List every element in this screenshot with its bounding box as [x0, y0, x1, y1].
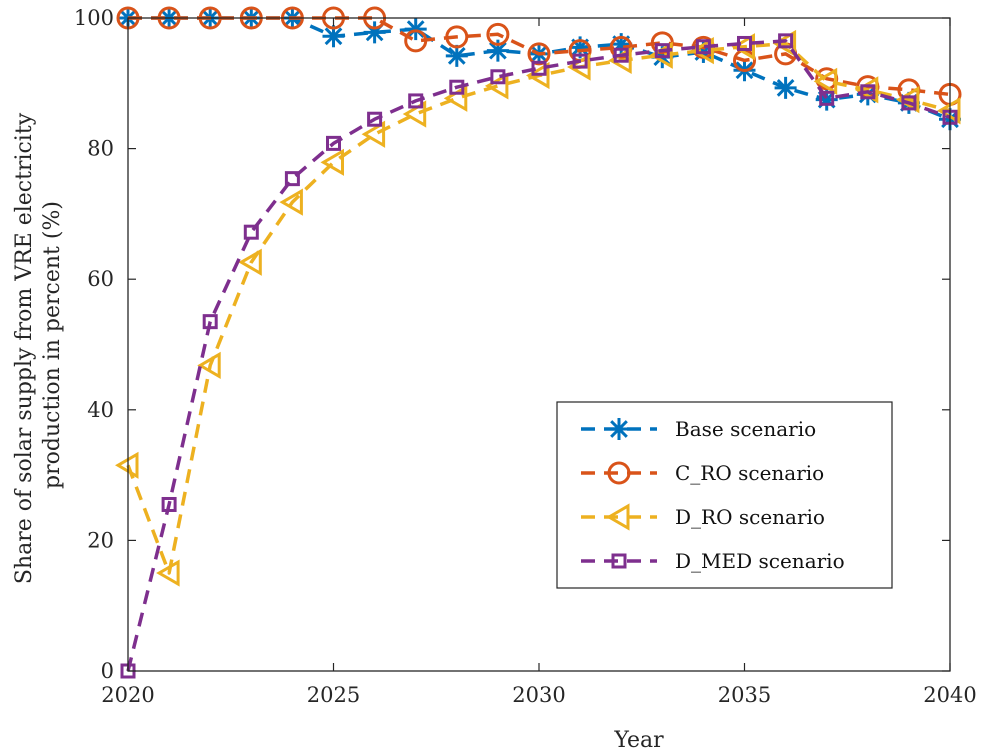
legend-entry: C_RO scenario	[581, 461, 824, 485]
legend-marker	[611, 553, 627, 569]
data-point	[531, 60, 547, 76]
series-3	[120, 33, 958, 679]
data-point	[813, 67, 838, 95]
y-tick-label: 20	[87, 528, 114, 552]
data-point	[901, 95, 917, 111]
legend-label: C_RO scenario	[675, 461, 824, 485]
legend-marker	[608, 418, 630, 440]
data-point	[895, 86, 920, 114]
series-line	[126, 39, 951, 672]
data-point	[367, 111, 383, 127]
data-point	[526, 61, 550, 90]
data-point	[572, 53, 588, 69]
data-point	[445, 44, 468, 67]
data-point	[445, 25, 469, 49]
data-point	[484, 72, 509, 100]
data-point	[490, 69, 506, 85]
data-point	[279, 188, 303, 216]
y-axis: 0 20 40 60 80 100	[74, 6, 950, 683]
y-tick-label: 80	[87, 137, 114, 161]
y-axis-title-line-1: Share of solar supply from VRE electrici…	[12, 112, 37, 584]
data-point	[860, 84, 876, 100]
legend-marker	[607, 461, 631, 485]
legend-marker	[606, 503, 630, 531]
y-axis-title: Share of solar supply from VRE electrici…	[12, 106, 65, 584]
legend-entry: Base scenario	[581, 417, 816, 441]
data-point	[408, 93, 424, 109]
data-point	[404, 18, 427, 41]
x-axis: 2020 2025 2030 2035 2040	[101, 18, 977, 707]
x-tick-label: 2030	[512, 683, 565, 707]
y-tick-label: 0	[101, 659, 114, 683]
legend: Base scenario C_RO scenario D_RO scenario D…	[556, 401, 893, 589]
data-point	[654, 43, 670, 59]
data-point	[486, 22, 510, 46]
data-point	[772, 29, 797, 58]
data-point	[161, 496, 177, 512]
data-point	[320, 148, 344, 176]
data-point	[778, 33, 794, 49]
data-point	[737, 35, 752, 51]
data-point	[449, 79, 465, 95]
data-point	[197, 351, 221, 379]
data-point	[613, 47, 629, 63]
data-point	[404, 29, 428, 53]
series-layer	[115, 6, 962, 679]
data-point	[202, 314, 218, 330]
data-point	[243, 224, 259, 240]
data-point	[774, 76, 797, 99]
y-tick-label: 60	[87, 267, 114, 291]
x-tick-label: 2040	[923, 683, 976, 707]
x-tick-label: 2025	[307, 683, 360, 707]
legend-label: D_MED scenario	[675, 549, 845, 573]
data-point	[326, 135, 341, 151]
legend-entry: D_RO scenario	[581, 503, 825, 531]
x-tick-label: 2035	[718, 683, 771, 707]
data-point	[361, 120, 386, 148]
data-point	[695, 39, 711, 55]
data-point	[284, 171, 300, 187]
data-point	[238, 248, 262, 276]
y-tick-label: 100	[74, 6, 114, 30]
y-axis-title-line-2: production in percent (%)	[40, 201, 65, 489]
series-line	[128, 16, 951, 97]
data-point	[402, 100, 427, 128]
legend-entry: D_MED scenario	[581, 549, 845, 573]
x-axis-title: Year	[613, 728, 664, 753]
data-point	[690, 37, 714, 65]
legend-label: D_RO scenario	[675, 505, 825, 529]
x-tick-label: 2020	[101, 683, 154, 707]
data-point	[527, 42, 551, 66]
data-point	[156, 559, 180, 587]
data-point	[731, 33, 755, 61]
legend-label: Base scenario	[675, 417, 816, 441]
y-tick-label: 40	[87, 398, 114, 422]
data-point	[819, 90, 835, 106]
